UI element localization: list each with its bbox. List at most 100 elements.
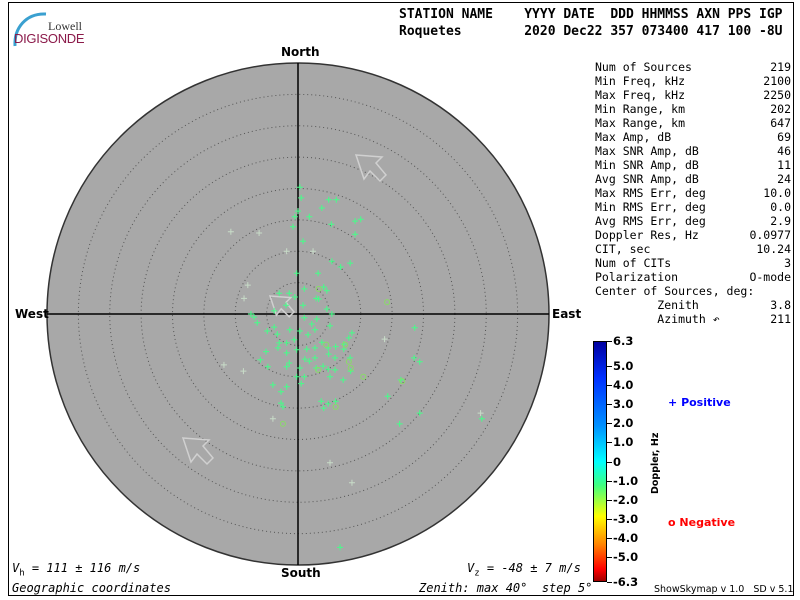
positive-source-point: [264, 363, 271, 370]
positive-source-point: [332, 398, 339, 405]
positive-source-point: [244, 282, 251, 289]
statistics-panel: Num of Sources 219 Min Freq, kHz 2100 Max Fr…: [595, 60, 791, 326]
positive-source-point: [274, 331, 281, 338]
positive-source-point: [296, 364, 303, 371]
positive-source-point: [291, 294, 298, 301]
label-north: North: [281, 45, 320, 59]
positive-source-point: [308, 321, 315, 328]
stat-row: Center of Sources, deg:: [595, 284, 791, 298]
positive-source-point: [352, 218, 359, 225]
circle-icon: o: [668, 516, 676, 529]
stat-row: Num of CITs 3: [595, 256, 791, 270]
positive-source-point: [283, 383, 290, 390]
logo-text-digisonde: DIGISONDE: [14, 31, 85, 46]
negative-source-point: [323, 341, 330, 348]
stat-label: Min RMS Err, deg: [595, 200, 706, 214]
positive-source-point: [411, 354, 418, 361]
velocity-arrow-icon: [268, 295, 296, 318]
colorbar-tick-label: -5.0: [613, 550, 639, 565]
vh-subscript: h: [19, 568, 25, 579]
positive-source-point: [313, 295, 320, 302]
stat-label: Num of CITs: [595, 256, 672, 270]
positive-source-point: [289, 223, 296, 230]
positive-source-point: [293, 270, 300, 277]
positive-source-point: [271, 307, 278, 314]
positive-source-point: [340, 376, 347, 383]
positive-source-point: [318, 339, 325, 346]
logo-arc-icon: [13, 12, 47, 47]
label-west: West: [15, 307, 49, 321]
positive-source-point: [320, 405, 327, 412]
positive-source-point: [311, 354, 318, 361]
stat-label: Doppler Res, Hz: [595, 228, 699, 242]
positive-source-point: [301, 285, 308, 292]
positive-source-point: [301, 314, 308, 321]
header-labels: STATION NAME YYYY DATE DDD HHMMSS AXN PP…: [399, 7, 783, 22]
colorbar-tick-label: 3.0: [613, 397, 634, 412]
stat-value: 10.0: [763, 186, 791, 200]
stat-row: Doppler Res, Hz 0.0977: [595, 228, 791, 242]
colorbar-tick-label: -6.3: [613, 575, 639, 589]
positive-source-point: [325, 196, 332, 203]
positive-source-point: [347, 368, 354, 375]
stat-value: 0.0: [770, 200, 791, 214]
positive-source-point: [416, 410, 423, 417]
positive-source-point: [318, 398, 325, 405]
positive-source-point: [301, 356, 308, 363]
stat-label: Max RMS Err, deg: [595, 186, 706, 200]
stat-row: Num of Sources 219: [595, 60, 791, 74]
stat-label: Max SNR Amp, dB: [595, 144, 699, 158]
positive-source-point: [295, 208, 301, 215]
vh-symbol: V: [12, 561, 20, 575]
stat-row: Avg RMS Err, deg 2.9: [595, 214, 791, 228]
plot-frame: [8, 2, 794, 596]
positive-source-point: [279, 403, 286, 410]
velocity-arrow-icon: [181, 437, 215, 466]
positive-source-point: [348, 329, 355, 336]
positive-source-point: [256, 230, 263, 237]
vh-value: = 111 ± 116 m/s: [24, 561, 141, 575]
positive-source-point: [227, 228, 234, 235]
positive-source-point: [269, 415, 276, 422]
positive-source-point: [271, 324, 278, 331]
positive-source-point: [291, 213, 298, 220]
colorbar-tick: [607, 538, 612, 539]
legend-positive: + Positive: [668, 396, 731, 409]
positive-source-point: [301, 373, 308, 380]
positive-source-point: [332, 343, 339, 350]
negative-source-point: [315, 285, 322, 292]
positive-source-point: [283, 339, 290, 346]
stat-row: Max Freq, kHz 2250: [595, 88, 791, 102]
positive-source-point: [303, 346, 310, 353]
colorbar-tick-label: 0: [613, 454, 622, 469]
stat-value: 3: [784, 256, 791, 270]
positive-source-point: [332, 366, 339, 373]
stat-label: Max Amp, dB: [595, 130, 672, 144]
stat-value: 202: [770, 102, 791, 116]
positive-source-point: [269, 381, 276, 388]
positive-source-point: [328, 258, 335, 265]
coordinate-system: Geographic coordinates: [12, 581, 171, 595]
positive-source-point: [337, 544, 344, 551]
positive-source-point: [240, 368, 247, 375]
stat-row: Max Range, km 647: [595, 116, 791, 130]
positive-source-point: [333, 196, 340, 203]
positive-source-point: [283, 302, 290, 309]
negative-source-point: [399, 378, 406, 385]
positive-source-point: [315, 270, 322, 277]
colorbar-tick: [607, 423, 612, 425]
positive-source-point: [220, 361, 227, 368]
negative-source-point: [345, 358, 352, 365]
positive-source-point: [274, 344, 281, 351]
stat-value: 2100: [763, 74, 791, 88]
positive-source-point: [286, 290, 293, 297]
stat-row: Min Freq, kHz 2100: [595, 74, 791, 88]
colorbar-tick: [607, 341, 612, 342]
positive-source-point: [298, 194, 305, 201]
stat-row: Azimuth ↶ 211: [595, 312, 791, 326]
stat-value: O-mode: [749, 270, 791, 284]
positive-source-point: [306, 213, 313, 220]
positive-source-point: [357, 216, 364, 223]
stat-row: Zenith 3.8: [595, 298, 791, 312]
stat-value: 69: [777, 130, 791, 144]
